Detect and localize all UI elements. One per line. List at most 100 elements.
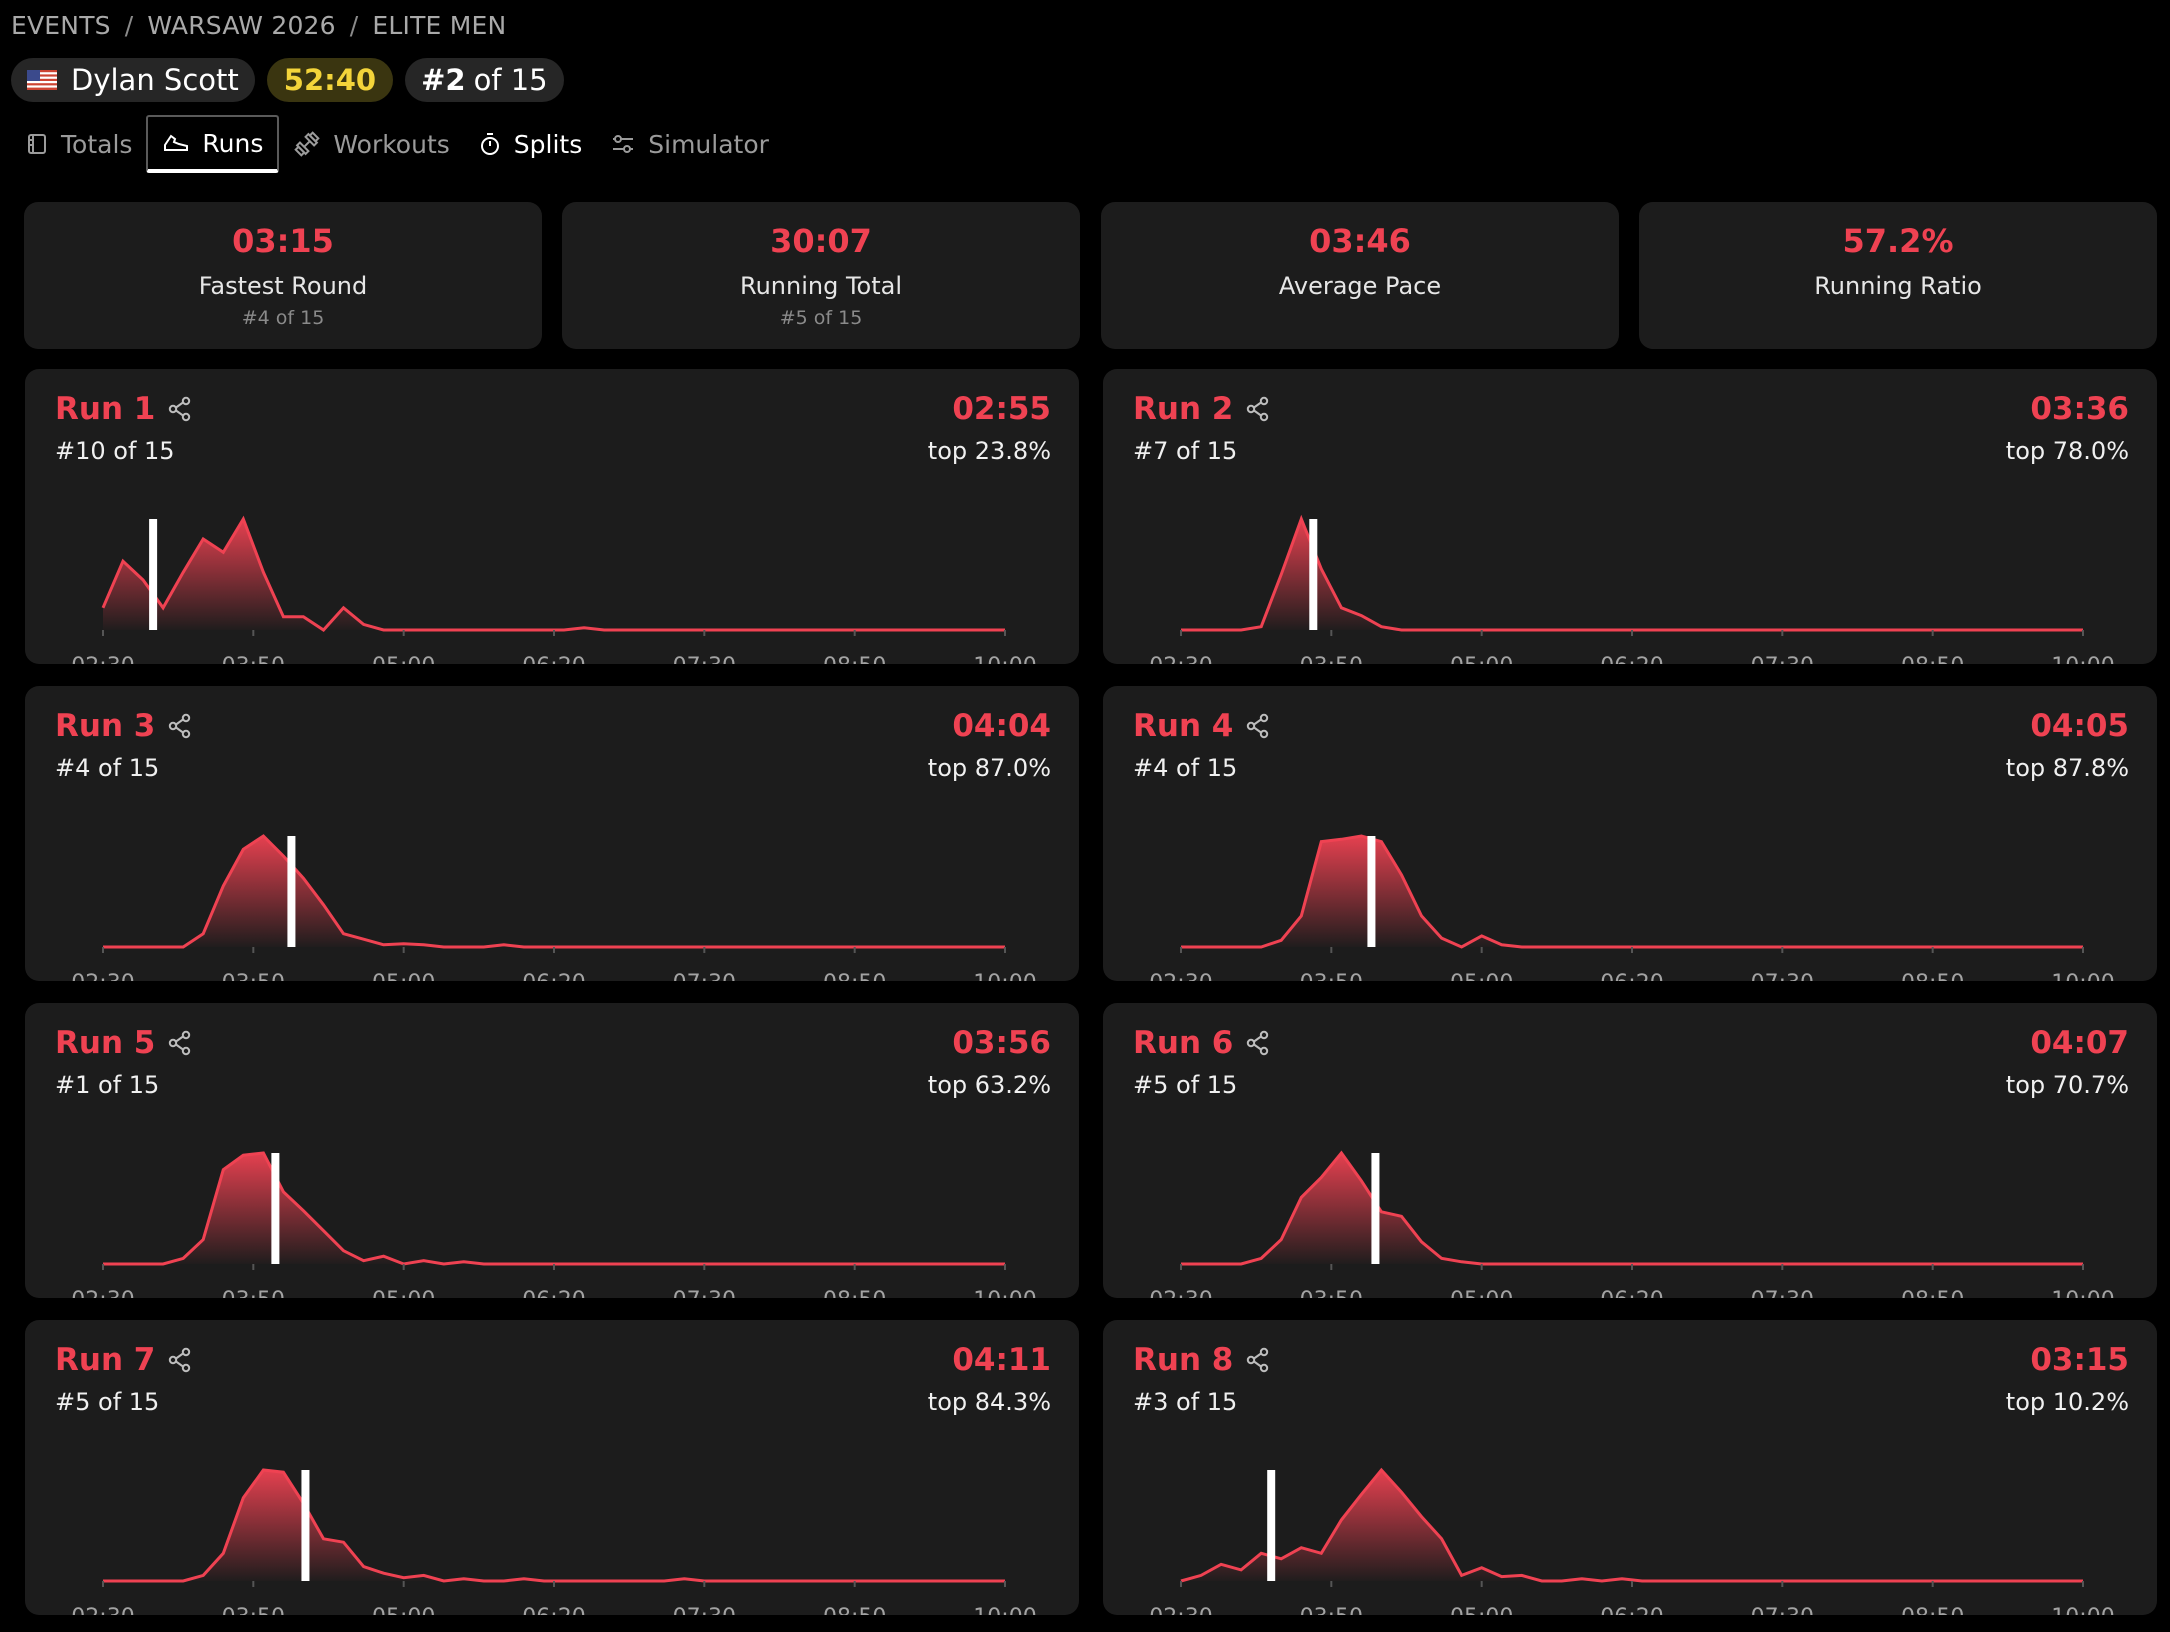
x-axis-label: 02:30 bbox=[1149, 654, 1212, 664]
dumbbell-icon bbox=[293, 130, 321, 158]
us-flag-icon bbox=[27, 70, 57, 90]
overall-rank-badge: #2 of 15 bbox=[405, 58, 564, 102]
share-icon[interactable] bbox=[167, 395, 193, 423]
tab-label: Workouts bbox=[333, 129, 450, 159]
share-icon[interactable] bbox=[167, 712, 193, 740]
x-axis-label: 02:30 bbox=[71, 1605, 134, 1615]
tab-label: Totals bbox=[61, 129, 133, 159]
run-distribution-chart: 02:30 03:50 05:00 06:20 07:30 08:50 10:00 bbox=[1149, 514, 2115, 664]
share-icon[interactable] bbox=[167, 1029, 193, 1057]
breadcrumb-item-division[interactable]: ELITE MEN bbox=[372, 10, 507, 40]
run-rank: #4 of 15 bbox=[55, 754, 160, 782]
breadcrumb-item-event[interactable]: WARSAW 2026 bbox=[147, 10, 336, 40]
run-percentile: top 84.3% bbox=[927, 1388, 1051, 1416]
run-card-8: Run 8 #3 of 15 03:15 top 10.2% 02:30 03:5… bbox=[1103, 1320, 2157, 1615]
tab-workouts[interactable]: Workouts bbox=[279, 115, 463, 173]
x-axis-label: 07:30 bbox=[673, 1605, 736, 1615]
run-title-label: Run 1 bbox=[55, 391, 156, 427]
x-axis-label: 07:30 bbox=[1751, 971, 1814, 981]
athlete-name: Dylan Scott bbox=[71, 63, 239, 97]
run-time: 03:15 bbox=[2030, 1342, 2129, 1378]
x-axis-label: 10:00 bbox=[973, 1288, 1036, 1298]
shoe-icon bbox=[162, 131, 190, 155]
x-axis-label: 07:30 bbox=[1751, 1288, 1814, 1298]
x-axis-label: 07:30 bbox=[1751, 1605, 1814, 1615]
ledger-icon bbox=[25, 132, 49, 156]
athlete-time-marker bbox=[1309, 519, 1318, 630]
run-title: Run 6 bbox=[1133, 1025, 1271, 1061]
tab-label: Splits bbox=[513, 129, 583, 159]
run-distribution-chart: 02:30 03:50 05:00 06:20 07:30 08:50 10:00 bbox=[1149, 834, 2115, 981]
athlete-time-marker bbox=[1267, 1470, 1276, 1581]
run-title: Run 1 bbox=[55, 391, 193, 427]
run-time: 03:36 bbox=[2030, 391, 2129, 427]
stat-card-fastest-round: 03:15 Fastest Round #4 of 15 bbox=[24, 202, 542, 349]
stat-value: 57.2% bbox=[1842, 222, 1954, 260]
tab-runs[interactable]: Runs bbox=[146, 115, 280, 173]
breadcrumb-item-events[interactable]: EVENTS bbox=[11, 10, 111, 40]
x-axis-label: 07:30 bbox=[673, 1288, 736, 1298]
share-icon[interactable] bbox=[1245, 1029, 1271, 1057]
run-distribution-chart: 02:30 03:50 05:00 06:20 07:30 08:50 10:00 bbox=[71, 515, 1037, 664]
run-time: 04:04 bbox=[952, 708, 1051, 744]
breadcrumb-separator: / bbox=[349, 10, 359, 40]
x-axis-label: 06:20 bbox=[1600, 654, 1663, 664]
overall-rank-total: of 15 bbox=[473, 63, 548, 97]
distribution-area bbox=[103, 836, 1005, 947]
share-icon[interactable] bbox=[1245, 712, 1271, 740]
x-axis-label: 03:50 bbox=[1300, 1605, 1363, 1615]
run-card-1: Run 1 #10 of 15 02:55 top 23.8% 02:30 03:… bbox=[25, 369, 1079, 664]
distribution-area bbox=[1181, 1153, 2083, 1264]
run-title-label: Run 5 bbox=[55, 1025, 156, 1061]
run-time: 03:56 bbox=[952, 1025, 1051, 1061]
share-icon[interactable] bbox=[1245, 395, 1271, 423]
share-icon[interactable] bbox=[167, 1346, 193, 1374]
stat-label: Running Total bbox=[739, 272, 903, 300]
run-card-5: Run 5 #1 of 15 03:56 top 63.2% 02:30 03:5… bbox=[25, 1003, 1079, 1298]
run-card-6: Run 6 #5 of 15 04:07 top 70.7% 02:30 03:5… bbox=[1103, 1003, 2157, 1298]
overall-rank-number: #2 bbox=[421, 63, 466, 97]
finish-time: 52:40 bbox=[283, 63, 377, 97]
x-axis-label: 06:20 bbox=[1600, 1605, 1663, 1615]
athlete-time-marker bbox=[271, 1153, 280, 1264]
stat-value: 03:46 bbox=[1309, 222, 1411, 260]
finish-time-badge: 52:40 bbox=[266, 58, 394, 102]
share-icon[interactable] bbox=[1245, 1346, 1271, 1374]
stat-value: 30:07 bbox=[770, 222, 872, 260]
x-axis-label: 06:20 bbox=[522, 1288, 585, 1298]
athlete-name-pill[interactable]: Dylan Scott bbox=[11, 58, 255, 102]
run-percentile: top 87.8% bbox=[2005, 754, 2129, 782]
run-card-3: Run 3 #4 of 15 04:04 top 87.0% 02:30 03:5… bbox=[25, 686, 1079, 981]
summary-stats: 03:15 Fastest Round #4 of 15 30:07 Runni… bbox=[24, 202, 2157, 349]
x-axis-label: 08:50 bbox=[823, 971, 886, 981]
distribution-area bbox=[1181, 519, 2083, 630]
run-percentile: top 87.0% bbox=[927, 754, 1051, 782]
run-title-label: Run 7 bbox=[55, 1342, 156, 1378]
tab-splits[interactable]: Splits bbox=[464, 115, 596, 173]
x-axis-label: 02:30 bbox=[1149, 1605, 1212, 1615]
tab-simulator[interactable]: Simulator bbox=[596, 115, 783, 173]
run-distribution-chart: 02:30 03:50 05:00 06:20 07:30 08:50 10:00 bbox=[71, 1468, 1037, 1615]
x-axis-label: 05:00 bbox=[1450, 654, 1513, 664]
run-percentile: top 23.8% bbox=[927, 437, 1051, 465]
x-axis-label: 06:20 bbox=[1600, 971, 1663, 981]
stat-card-running-total: 30:07 Running Total #5 of 15 bbox=[562, 202, 1080, 349]
run-percentile: top 70.7% bbox=[2005, 1071, 2129, 1099]
run-title: Run 4 bbox=[1133, 708, 1271, 744]
athlete-time-marker bbox=[287, 836, 296, 947]
x-axis-label: 08:50 bbox=[823, 1605, 886, 1615]
x-axis-label: 10:00 bbox=[2051, 1288, 2114, 1298]
x-axis-label: 05:00 bbox=[1450, 1605, 1513, 1615]
distribution-area bbox=[103, 1153, 1005, 1264]
tab-label: Simulator bbox=[648, 129, 769, 159]
breadcrumb-separator: / bbox=[124, 10, 134, 40]
tab-totals[interactable]: Totals bbox=[11, 115, 146, 173]
x-axis-label: 10:00 bbox=[973, 971, 1036, 981]
x-axis-label: 05:00 bbox=[372, 971, 435, 981]
stopwatch-icon bbox=[478, 131, 502, 157]
run-rank: #10 of 15 bbox=[55, 437, 175, 465]
x-axis-label: 02:30 bbox=[1149, 1288, 1212, 1298]
stat-value: 03:15 bbox=[232, 222, 334, 260]
run-time: 04:05 bbox=[2030, 708, 2129, 744]
stat-card-running-ratio: 57.2% Running Ratio bbox=[1639, 202, 2157, 349]
